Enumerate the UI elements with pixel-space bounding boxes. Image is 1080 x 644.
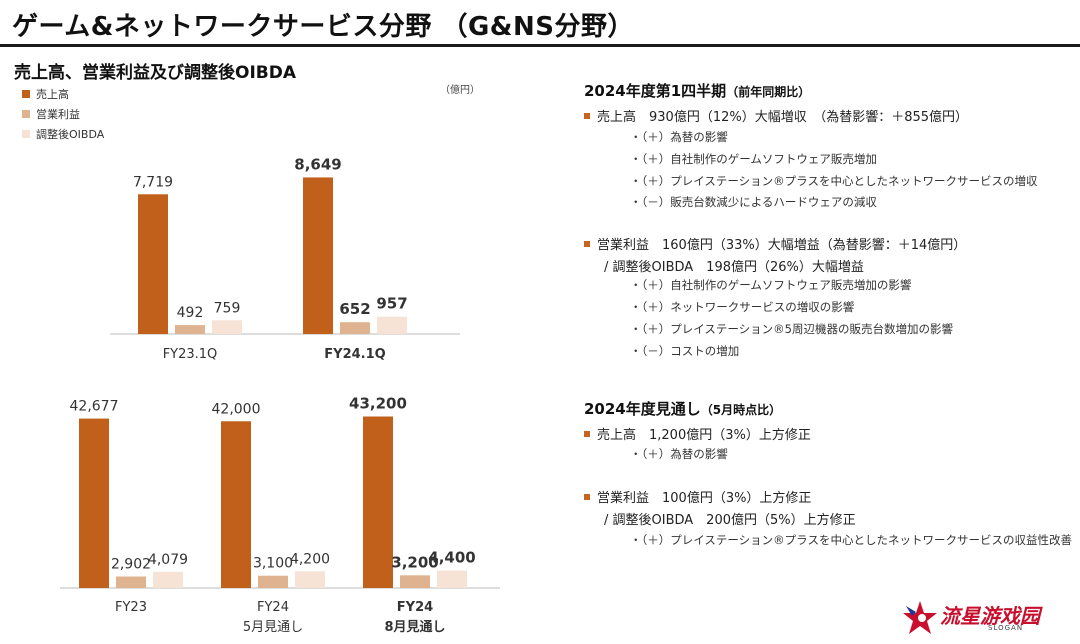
data-label: 957: [376, 295, 407, 313]
category-label: FY24: [397, 600, 433, 615]
category-label: FY23.1Q: [163, 347, 218, 362]
q1-heading-paren: （前年同期比）: [726, 85, 811, 99]
category-sublabel: 8月見通し: [384, 619, 445, 635]
star-logo-icon: [903, 601, 937, 634]
bar-oibda: [377, 316, 407, 334]
site-logo: 流星游戏园 SLOGAN: [900, 598, 1070, 638]
data-label: 7,719: [133, 174, 173, 190]
fy-op-text: 営業利益 100億円（3%）上方修正: [597, 491, 812, 506]
q1-op-text: 営業利益 160億円（33%）大幅増益（為替影響：＋14億円）: [597, 238, 967, 253]
data-label: 652: [339, 300, 370, 318]
category-label: FY24: [257, 600, 289, 615]
legend-item-sales: 売上高: [22, 84, 104, 104]
q1-op-item: ・（＋）自社制作のゲームソフトウェア販売増加の影響: [630, 278, 912, 292]
fy-sales-text: 売上高 1,200億円（3%）上方修正: [597, 428, 811, 443]
bar-oibda: [295, 571, 325, 588]
bar-sales: [79, 418, 109, 588]
data-label: 42,677: [70, 399, 119, 415]
legend-swatch-oibda: [22, 130, 30, 138]
q1-sales-item: ・（＋）プレイステーション®プラスを中心としたネットワークサービスの増収: [630, 174, 1038, 188]
q1-heading: 2024年度第1四半期（前年同期比）: [584, 80, 810, 101]
data-label: 2,902: [111, 556, 151, 572]
q1-sales-item: ・（＋）自社制作のゲームソフトウェア販売増加: [630, 152, 877, 166]
fy-sales-item: ・（＋）為替の影響: [630, 447, 728, 461]
q1-sales-line: 売上高 930億円（12%）大幅増収 （為替影響：＋855億円）: [584, 106, 968, 125]
q1-sales-text: 売上高 930億円（12%）大幅増収 （為替影響：＋855億円）: [597, 110, 969, 125]
title-divider: [0, 44, 1080, 47]
bullet-icon: [584, 241, 590, 247]
bar-operating-income: [400, 575, 430, 588]
bar-sales: [363, 416, 393, 588]
unit-label: （億円）: [440, 85, 480, 96]
category-label: FY23: [115, 600, 147, 615]
category-sublabel: 5月見通し: [243, 620, 303, 635]
bar-oibda: [153, 571, 183, 588]
chart-legend: 売上高 営業利益 調整後OIBDA: [22, 84, 104, 144]
q1-sales-item: ・（－）販売台数減少によるハードウェアの減収: [630, 195, 877, 209]
bullet-icon: [584, 431, 590, 437]
logo-text: 流星游戏园: [940, 604, 1040, 628]
bar-sales: [303, 177, 333, 334]
legend-item-oibda: 調整後OIBDA: [22, 124, 104, 144]
q1-sales-item: ・（＋）為替の影響: [630, 130, 728, 144]
q1-op-item: ・（－）コストの増加: [630, 344, 740, 358]
legend-label-oibda: 調整後OIBDA: [36, 128, 105, 141]
fy-heading: 2024年度見通し（5月時点比）: [584, 398, 781, 419]
fy-heading-text: 2024年度見通し: [584, 400, 701, 418]
fy-oibda-line: / 調整後OIBDA 200億円（5%）上方修正: [604, 513, 856, 528]
fy-sales-line: 売上高 1,200億円（3%）上方修正: [584, 424, 811, 443]
legend-label-operating-income: 営業利益: [36, 108, 80, 121]
fy-heading-paren: （5月時点比）: [700, 403, 782, 417]
bar-sales: [138, 194, 168, 334]
q1-op-item: ・（＋）プレイステーション®5周辺機器の販売台数増加の影響: [630, 322, 953, 336]
bar-charts: 7,719 492 759 FY23.1Q 8,649 652 957 FY24.1Q 42,6…: [60, 155, 500, 635]
q1-oibda-line: / 調整後OIBDA 198億円（26%）大幅増益: [604, 260, 864, 275]
fy-op-line: 営業利益 100億円（3%）上方修正: [584, 487, 811, 506]
data-label: 42,000: [212, 401, 261, 417]
data-label: 8,649: [294, 155, 341, 173]
legend-swatch-sales: [22, 90, 30, 98]
bar-operating-income: [258, 575, 288, 588]
data-label: 4,400: [428, 549, 475, 567]
data-label: 4,079: [148, 552, 188, 568]
bullet-icon: [584, 113, 590, 119]
legend-item-operating-income: 営業利益: [22, 104, 104, 124]
q1-op-item: ・（＋）ネットワークサービスの増収の影響: [630, 300, 855, 314]
data-label: 492: [177, 305, 204, 321]
data-label: 3,200: [391, 553, 438, 571]
legend-label-sales: 売上高: [36, 88, 69, 101]
q1-heading-text: 2024年度第1四半期: [584, 82, 727, 100]
data-label: 4,200: [290, 551, 330, 567]
category-label: FY24.1Q: [324, 347, 385, 362]
data-label: 3,100: [253, 556, 293, 572]
chart-section-heading: 売上高、営業利益及び調整後OIBDA: [14, 63, 297, 83]
bar-operating-income: [175, 325, 205, 334]
bar-operating-income: [340, 322, 370, 334]
data-label: 759: [214, 300, 241, 316]
fy-op-item: ・（＋）プレイステーション®プラスを中心としたネットワークサービスの収益性改善: [630, 533, 1072, 547]
bullet-icon: [584, 494, 590, 500]
page-title: ゲーム&ネットワークサービス分野 （G&NS分野）: [12, 12, 634, 42]
bar-oibda: [437, 570, 467, 588]
legend-swatch-operating-income: [22, 110, 30, 118]
bar-operating-income: [116, 576, 146, 588]
data-label: 43,200: [349, 394, 407, 412]
q1-op-line: 営業利益 160億円（33%）大幅増益（為替影響：＋14億円）: [584, 234, 966, 253]
bar-oibda: [212, 320, 242, 334]
logo-slogan: SLOGAN: [988, 624, 1024, 632]
bar-sales: [221, 421, 251, 588]
